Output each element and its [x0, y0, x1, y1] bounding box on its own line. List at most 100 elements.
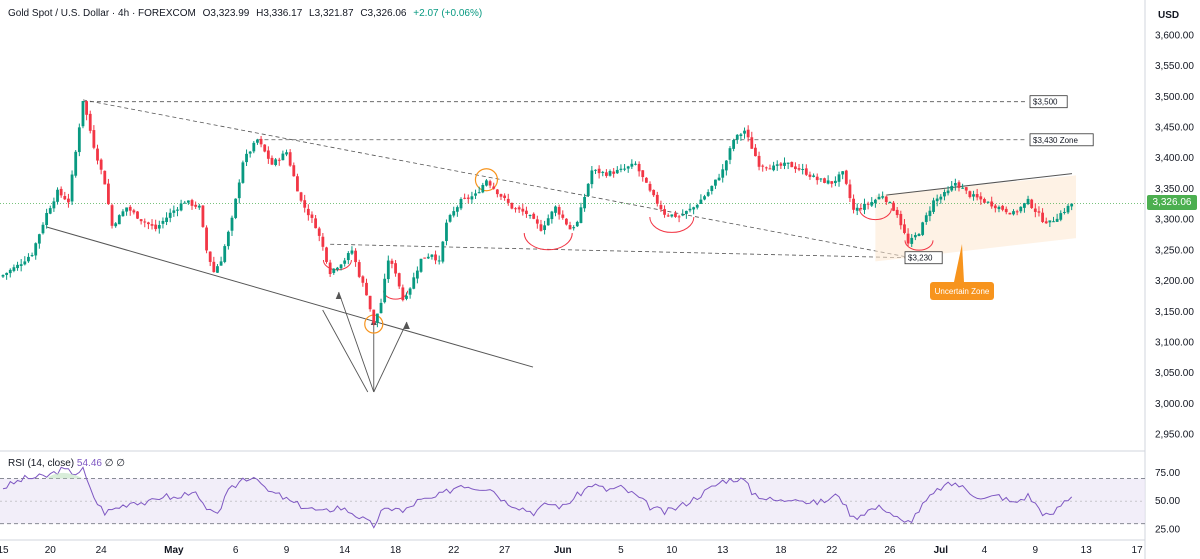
candle-body: [1, 274, 5, 277]
candle-body: [1052, 221, 1055, 223]
candle-body: [844, 170, 848, 184]
last-price-tag: 3,326.06: [1147, 195, 1197, 210]
candle-body: [208, 251, 212, 262]
candle-body: [1026, 198, 1030, 205]
candle-body: [132, 210, 136, 213]
candle-body: [368, 295, 372, 310]
candle-body: [710, 185, 714, 192]
candle-body: [19, 264, 23, 266]
price-tick-label: 3,450.00: [1155, 123, 1194, 134]
level-label-box: [1029, 95, 1068, 109]
candle-body: [568, 225, 572, 230]
candle-body: [12, 267, 16, 271]
candle-body: [972, 194, 975, 197]
candle-body: [103, 170, 107, 185]
candle-body: [117, 215, 121, 225]
candle-body: [648, 183, 652, 191]
time-tick-label: 27: [499, 545, 511, 556]
candle-body: [525, 210, 528, 215]
candle-body: [114, 223, 118, 227]
candle-body: [321, 236, 325, 247]
candle-body: [1012, 211, 1015, 215]
time-tick-label: 18: [775, 545, 787, 556]
level-label-text: $3,230: [908, 254, 933, 263]
candle-body: [692, 207, 696, 210]
candle-body: [48, 208, 52, 214]
candle-body: [968, 191, 972, 197]
candle-body: [434, 254, 437, 261]
candle-body: [361, 276, 365, 283]
candle-body: [539, 224, 543, 231]
price-tick-label: 3,400.00: [1155, 153, 1194, 164]
annotation-arrow: [373, 321, 408, 393]
candle-body: [684, 210, 688, 214]
candle-body: [946, 190, 950, 194]
time-tick-label: 20: [45, 545, 57, 556]
price-tick-label: 3,600.00: [1155, 30, 1194, 41]
candle-body: [790, 162, 794, 168]
price-tick-label: 2,950.00: [1155, 430, 1194, 441]
candle-body: [74, 151, 78, 176]
candle-body: [430, 254, 434, 257]
candle-body: [746, 129, 750, 138]
candle-body: [466, 197, 470, 199]
candle-body: [245, 153, 248, 163]
time-tick-label: 14: [339, 545, 351, 556]
candle-body: [408, 288, 412, 295]
candle-body: [336, 267, 339, 270]
candle-body: [146, 222, 150, 225]
candle-body: [412, 277, 416, 289]
candle-body: [714, 179, 717, 186]
candle-body: [797, 168, 801, 170]
candle-body: [161, 220, 165, 224]
candle-body: [157, 225, 161, 229]
candle-body: [794, 166, 797, 170]
candle-body: [623, 168, 626, 170]
candle-body: [219, 261, 223, 266]
candle-body: [517, 207, 521, 210]
candle-body: [237, 182, 241, 199]
candle-body: [448, 215, 452, 222]
candle-body: [594, 169, 597, 171]
candle-body: [644, 177, 648, 183]
candle-body: [888, 201, 892, 203]
candle-body: [866, 203, 870, 205]
arrow-head: [335, 292, 342, 299]
candle-body: [906, 233, 910, 244]
candle-body: [768, 168, 772, 170]
candle-body: [1055, 218, 1059, 222]
candle-body: [561, 214, 565, 218]
candle-body: [801, 168, 805, 170]
candle-body: [485, 180, 488, 186]
candle-body: [913, 235, 917, 238]
candle-body: [423, 257, 427, 259]
candle-body: [205, 227, 208, 251]
candle-body: [935, 198, 939, 202]
candle-body: [426, 256, 430, 259]
candle-body: [375, 313, 379, 323]
candle-body: [30, 255, 34, 257]
candle-body: [1033, 208, 1037, 212]
candle-body: [608, 171, 612, 176]
candle-body: [659, 204, 663, 210]
candle-body: [125, 207, 128, 212]
candle-body: [663, 209, 666, 215]
candle-body: [830, 181, 834, 184]
candle-body: [721, 169, 725, 178]
candle-body: [895, 209, 899, 216]
candle-body: [532, 213, 536, 219]
candle-body: [884, 196, 888, 203]
candle-body: [70, 174, 74, 202]
candle-body: [96, 148, 99, 161]
candle-body: [637, 163, 641, 172]
candle-body: [81, 101, 85, 127]
candle-body: [975, 194, 979, 198]
candle-body: [16, 264, 19, 269]
candle-body: [892, 202, 895, 211]
axis-currency-label: USD: [1158, 10, 1180, 21]
candle-body: [732, 139, 736, 149]
candle-body: [1008, 212, 1012, 215]
candle-body: [154, 224, 158, 230]
candle-body: [437, 260, 441, 262]
